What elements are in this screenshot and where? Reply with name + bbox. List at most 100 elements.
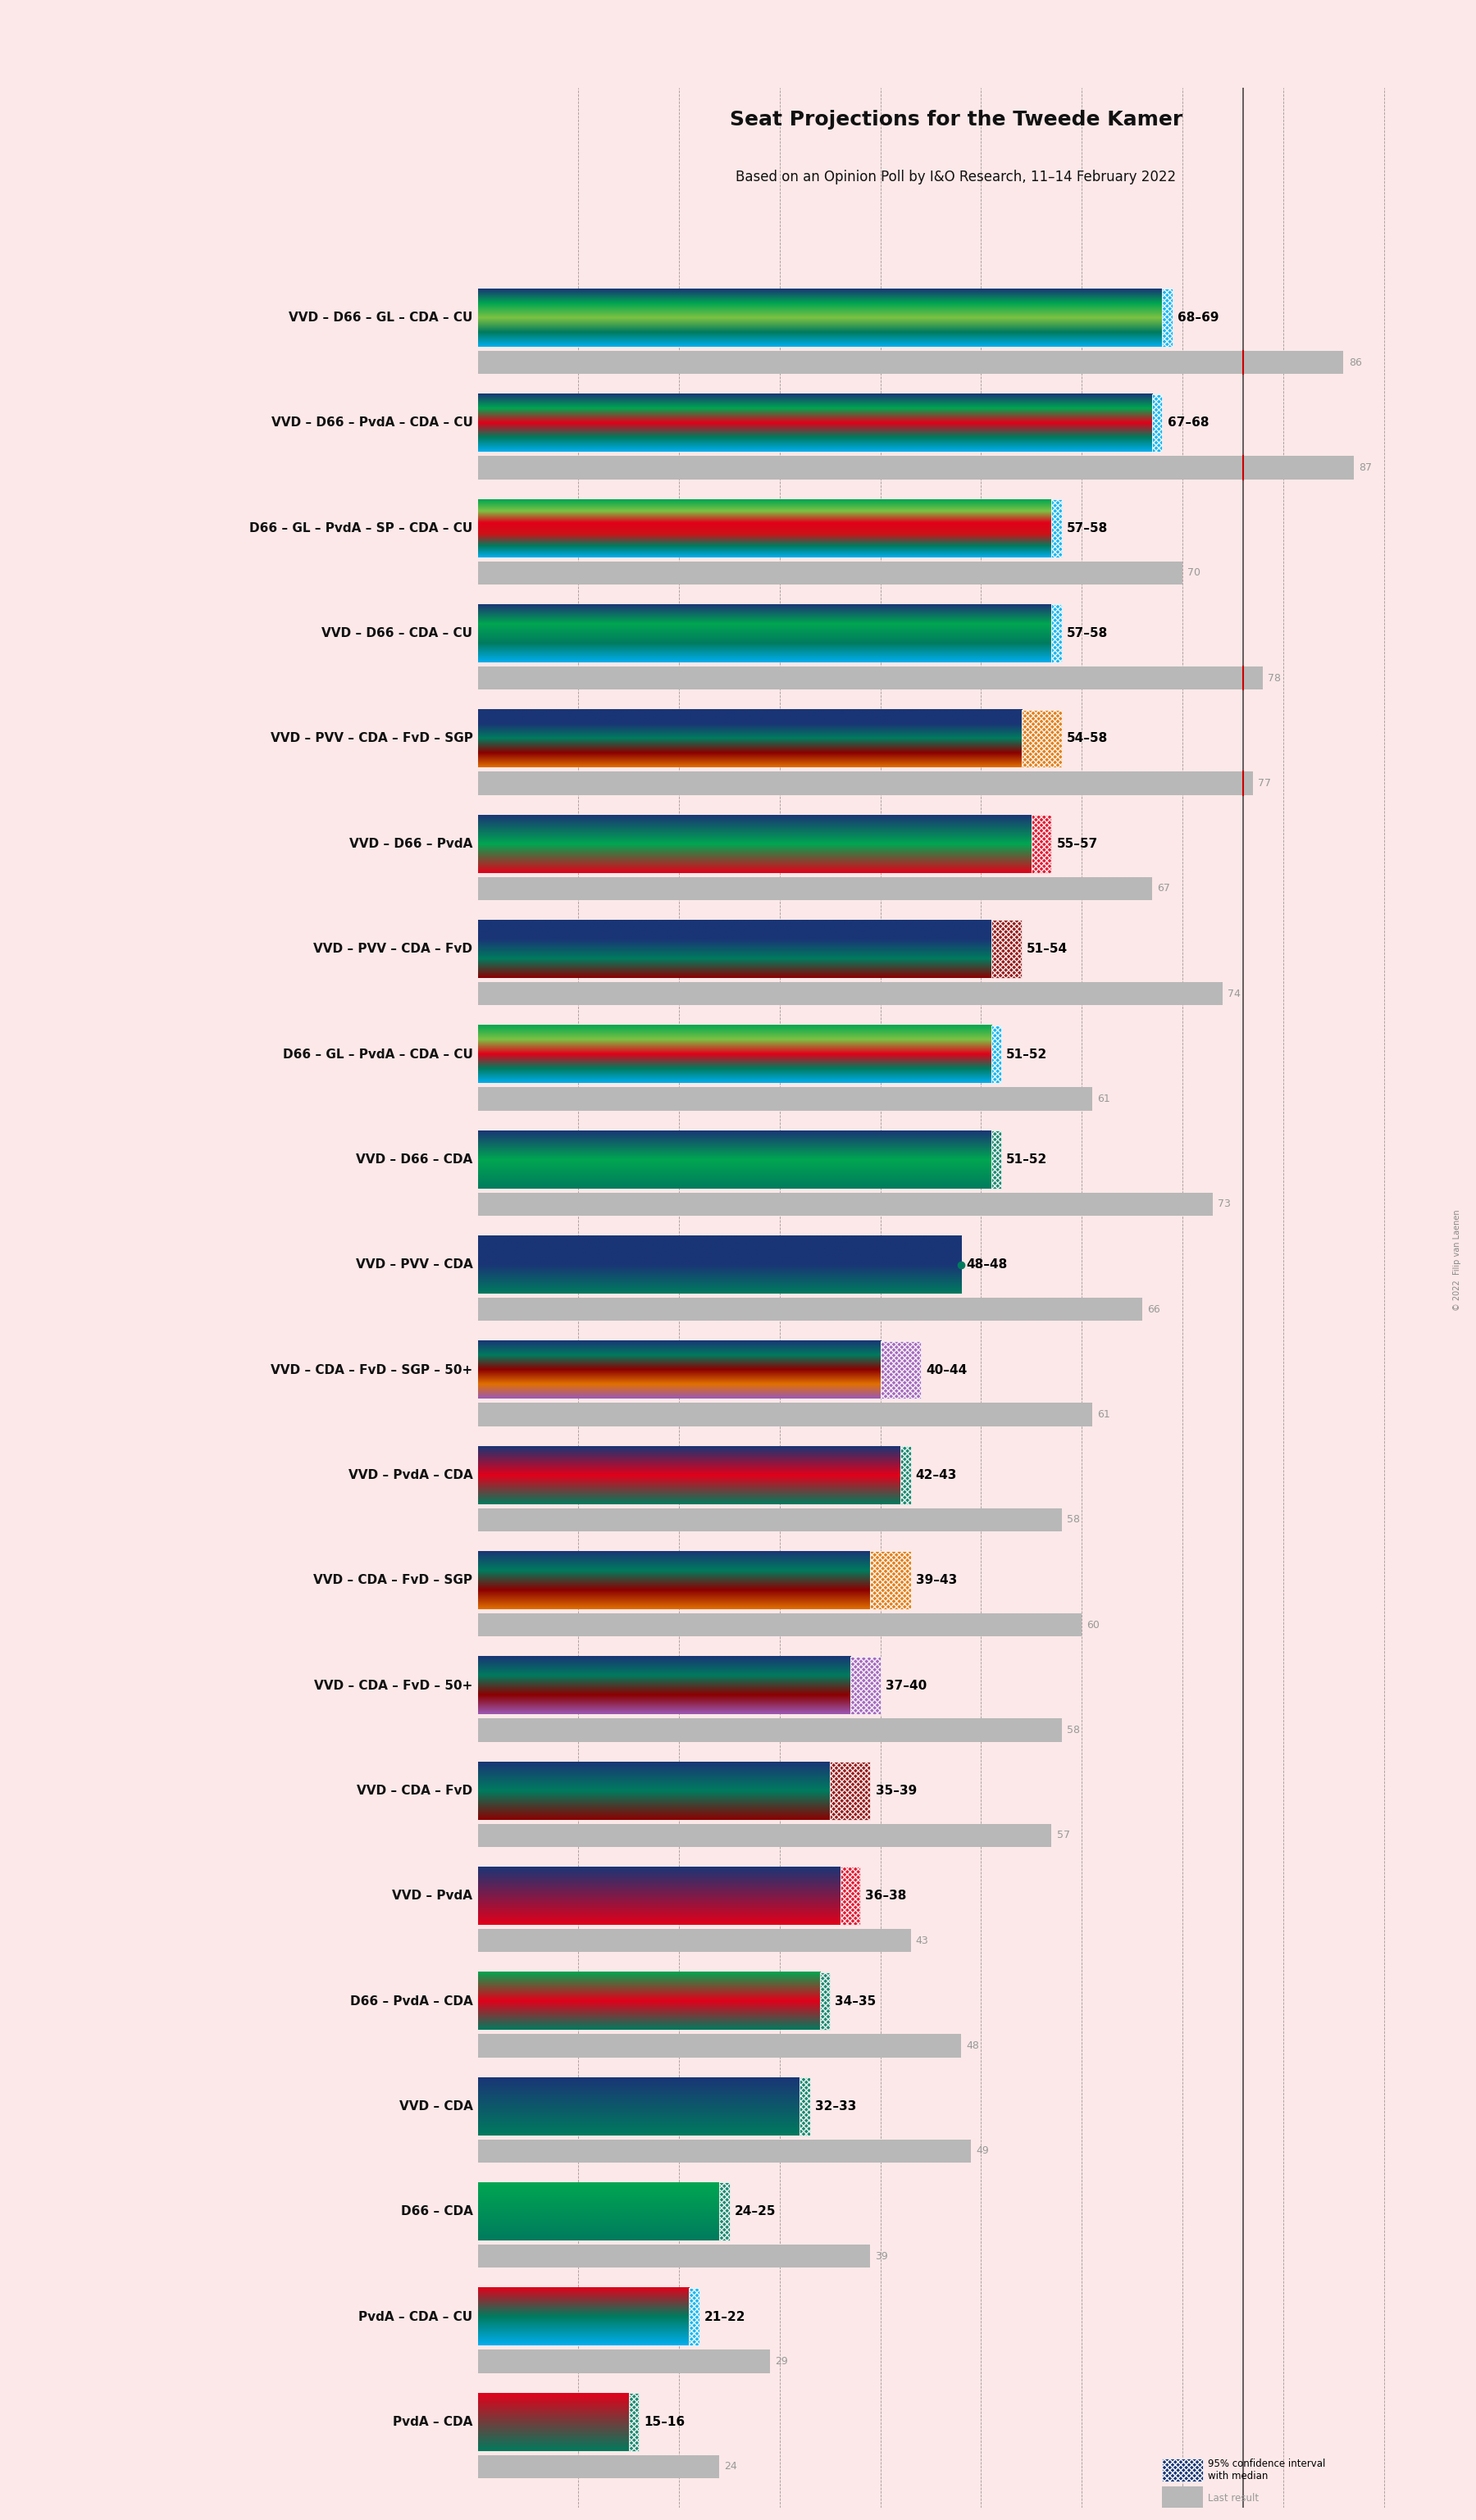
Text: 51–54: 51–54: [1026, 942, 1067, 955]
Text: PvdA – CDA: PvdA – CDA: [393, 2417, 472, 2429]
Text: 24: 24: [725, 2462, 738, 2472]
Text: 61: 61: [1097, 1409, 1110, 1419]
Text: VVD – CDA – FvD – 50+: VVD – CDA – FvD – 50+: [314, 1678, 472, 1691]
Bar: [1051, 499, 1061, 557]
Bar: [478, 388, 1435, 484]
Bar: [1051, 605, 1061, 663]
Bar: [478, 1404, 1092, 1426]
Bar: [478, 1021, 1435, 1116]
Bar: [478, 1192, 1213, 1215]
Text: VVD – CDA – FvD – SGP – 50+: VVD – CDA – FvD – SGP – 50+: [270, 1363, 472, 1376]
Text: VVD – PvdA – CDA: VVD – PvdA – CDA: [348, 1469, 472, 1482]
Bar: [1162, 290, 1172, 348]
Bar: [900, 1446, 911, 1504]
Text: D66 – GL – PvdA – CDA – CU: D66 – GL – PvdA – CDA – CU: [282, 1048, 472, 1061]
Bar: [478, 285, 1435, 381]
Bar: [830, 1761, 871, 1819]
Bar: [1032, 814, 1051, 872]
Bar: [629, 2394, 639, 2452]
Bar: [840, 1867, 861, 1925]
Text: 74: 74: [1228, 988, 1241, 998]
Text: 15–16: 15–16: [644, 2417, 685, 2429]
Text: 66: 66: [1147, 1303, 1160, 1315]
Text: 68–69: 68–69: [1178, 312, 1219, 325]
Text: 34–35: 34–35: [835, 1996, 877, 2008]
Text: 39: 39: [875, 2250, 889, 2260]
Bar: [800, 2076, 810, 2134]
Text: VVD – D66 – CDA – CU: VVD – D66 – CDA – CU: [322, 627, 472, 640]
Bar: [871, 1552, 911, 1610]
Bar: [992, 1026, 1001, 1084]
Bar: [992, 1131, 1001, 1189]
Bar: [830, 1761, 871, 1819]
Bar: [478, 983, 1222, 1005]
Bar: [992, 1026, 1001, 1084]
Text: 39–43: 39–43: [915, 1575, 956, 1588]
Bar: [478, 668, 1263, 690]
Bar: [478, 2177, 1435, 2273]
Text: 35–39: 35–39: [875, 1784, 917, 1797]
Text: 37–40: 37–40: [886, 1678, 927, 1691]
Bar: [478, 2071, 1435, 2167]
Bar: [478, 1126, 1435, 1222]
Bar: [478, 1719, 1061, 1741]
Bar: [478, 1968, 1435, 2064]
Bar: [478, 1547, 1435, 1643]
Bar: [1051, 605, 1061, 663]
Text: VVD – PvdA: VVD – PvdA: [393, 1890, 472, 1903]
Bar: [478, 771, 1253, 794]
Text: © 2022  Filip van Laenen: © 2022 Filip van Laenen: [1452, 1210, 1461, 1310]
Bar: [1162, 2487, 1203, 2510]
Text: 49: 49: [976, 2145, 989, 2157]
Text: 67–68: 67–68: [1168, 416, 1209, 428]
Bar: [629, 2394, 639, 2452]
Text: 51–52: 51–52: [1007, 1048, 1048, 1061]
Text: 70: 70: [1188, 567, 1200, 577]
Text: 58: 58: [1067, 1515, 1080, 1525]
Text: 57: 57: [1057, 1830, 1070, 1840]
Text: PvdA – CDA – CU: PvdA – CDA – CU: [359, 2311, 472, 2323]
Text: D66 – GL – PvdA – SP – CDA – CU: D66 – GL – PvdA – SP – CDA – CU: [249, 522, 472, 534]
Bar: [478, 1756, 1435, 1852]
Bar: [689, 2288, 700, 2346]
Bar: [478, 1089, 1092, 1111]
Bar: [478, 2283, 1435, 2379]
Bar: [478, 809, 1435, 905]
Text: Seat Projections for the Tweede Kamer: Seat Projections for the Tweede Kamer: [729, 111, 1182, 129]
Text: VVD – D66 – PvdA – CDA – CU: VVD – D66 – PvdA – CDA – CU: [272, 416, 472, 428]
Text: VVD – CDA – FvD – SGP: VVD – CDA – FvD – SGP: [313, 1575, 472, 1588]
Bar: [478, 350, 1343, 373]
Bar: [1032, 814, 1051, 872]
Text: 54–58: 54–58: [1067, 733, 1108, 746]
Text: 87: 87: [1359, 461, 1371, 474]
Bar: [478, 1928, 911, 1953]
Bar: [881, 1341, 921, 1399]
Bar: [850, 1656, 881, 1714]
Bar: [478, 2389, 1435, 2485]
Bar: [992, 1131, 1001, 1189]
Text: 21–22: 21–22: [704, 2311, 745, 2323]
Bar: [478, 877, 1153, 900]
Text: 55–57: 55–57: [1057, 837, 1098, 849]
Bar: [478, 2245, 871, 2268]
Bar: [478, 1651, 1435, 1746]
Bar: [900, 1446, 911, 1504]
Text: 60: 60: [1086, 1620, 1100, 1630]
Bar: [689, 2288, 700, 2346]
Text: 36–38: 36–38: [865, 1890, 906, 1903]
Text: 32–33: 32–33: [815, 2099, 856, 2112]
Bar: [478, 494, 1435, 590]
Bar: [478, 1613, 1082, 1635]
Bar: [1162, 290, 1172, 348]
Bar: [850, 1656, 881, 1714]
Bar: [478, 2349, 769, 2374]
Bar: [881, 1341, 921, 1399]
Bar: [1162, 2457, 1203, 2482]
Text: 95% confidence interval
with median: 95% confidence interval with median: [1207, 2460, 1325, 2482]
Text: 78: 78: [1268, 673, 1281, 683]
Text: 48: 48: [965, 2041, 979, 2051]
Text: VVD – PVV – CDA – FvD – SGP: VVD – PVV – CDA – FvD – SGP: [270, 733, 472, 746]
Text: VVD – CDA – FvD: VVD – CDA – FvD: [357, 1784, 472, 1797]
Text: 42–43: 42–43: [915, 1469, 956, 1482]
Bar: [1021, 711, 1061, 769]
